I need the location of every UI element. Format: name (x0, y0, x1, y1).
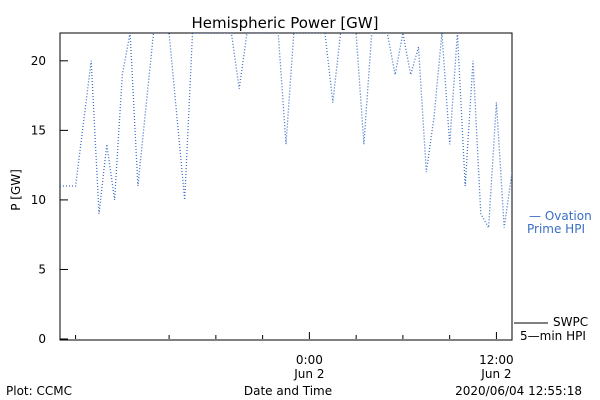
x-axis-label: Date and Time (244, 384, 332, 398)
x-tick-time-1: 12:00 (479, 353, 514, 367)
y-tick-label-0: 0 (38, 332, 46, 346)
series-line-0 (60, 33, 512, 230)
legend-ovation: — Ovation Prime HPI (527, 209, 592, 236)
x-tick-date-1: Jun 2 (480, 367, 511, 381)
x-tick-time-0: 0:00 (296, 353, 323, 367)
y-axis-label: P [GW] (9, 169, 23, 211)
chart-title: Hemispheric Power [GW] (192, 14, 379, 32)
series-group (60, 33, 512, 230)
y-tick-label-1: 5 (38, 262, 46, 276)
y-tick-label-4: 20 (31, 54, 46, 68)
legend-swpc: SWPC 5—min HPI (514, 315, 588, 343)
y-ticks: 0 5 10 15 20 (31, 54, 68, 346)
footer-right: 2020/06/04 12:55:18 (455, 384, 582, 398)
legend-ovation-line2: Prime HPI (527, 222, 585, 236)
footer-left: Plot: CCMC (6, 384, 72, 398)
legend-ovation-line1: — Ovation (529, 209, 592, 223)
x-tick-date-0: Jun 2 (293, 367, 324, 381)
plot-frame (59, 32, 513, 341)
y-tick-label-3: 15 (31, 123, 46, 137)
legend-swpc-line1: SWPC (553, 315, 588, 329)
y-tick-label-2: 10 (31, 193, 46, 207)
legend-swpc-line2: 5—min HPI (520, 329, 586, 343)
